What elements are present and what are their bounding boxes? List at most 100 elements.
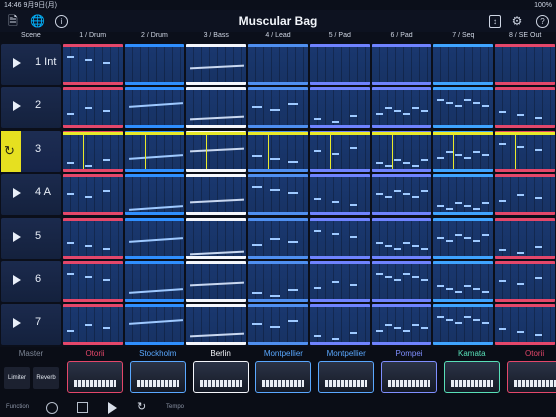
clip-cell[interactable] [495,130,556,172]
clip-cell[interactable] [433,130,494,172]
scene-playing-indicator[interactable]: ↻ [1,130,21,172]
scene-launch-button[interactable]: 1 Int [1,44,61,85]
clip-cell[interactable] [186,261,247,302]
clip-cell[interactable] [371,261,432,302]
clip-cell[interactable] [62,130,123,172]
stop-icon[interactable] [77,402,88,413]
clip-cell[interactable] [248,174,308,216]
track-header[interactable]: 7 / Seq [452,32,475,39]
clip-cell[interactable] [309,174,370,216]
clip-cell[interactable] [433,44,494,85]
scene-launch-button[interactable]: 2 [1,87,61,129]
instrument-slot[interactable]: Pompei [378,349,440,397]
clip-cell[interactable] [124,304,185,346]
clip-cell[interactable] [433,87,494,129]
clip-cell[interactable] [248,304,308,346]
instrument-slot[interactable]: Montpellier [315,349,377,397]
clip-cell[interactable] [124,87,185,129]
clip-cell[interactable] [186,174,247,216]
clip-cell[interactable] [309,130,370,172]
play-icon[interactable] [108,402,117,414]
clip-cell[interactable] [62,87,123,129]
note-mark [288,240,299,243]
instrument-slot[interactable]: Montpellier [252,349,314,397]
clip-cell[interactable] [433,174,494,216]
clip-cell[interactable] [248,261,308,302]
clip-cell[interactable] [495,44,556,85]
instrument-slot[interactable]: Otorii [504,349,556,397]
reverb-button[interactable]: Reverb [33,367,59,389]
note-mark [402,241,410,244]
note-mark [393,190,401,193]
clip-cell[interactable] [371,304,432,346]
clip-cell[interactable] [62,44,123,85]
clip-cell[interactable] [309,87,370,129]
clip-cell[interactable] [495,217,556,259]
clip-cell[interactable] [248,87,308,129]
instrument-slot[interactable]: Kamata [441,349,503,397]
clip-cell[interactable] [186,44,247,85]
track-header[interactable]: 6 / Pad [390,32,413,39]
globe-icon[interactable]: 🌐 [30,14,45,28]
clip-cell[interactable] [495,87,556,129]
track-header[interactable]: 4 / Lead [265,32,291,39]
clip-cell[interactable] [186,130,247,172]
limiter-button[interactable]: Limiter [4,367,30,389]
clip-cell[interactable] [309,261,370,302]
scene-launch-button[interactable]: 5 [1,217,61,259]
clip-cell[interactable] [248,217,308,259]
track-header[interactable]: 3 / Bass [203,32,229,39]
clip-cell[interactable] [371,174,432,216]
clip-cell[interactable] [186,217,247,259]
track-header[interactable]: 2 / Drum [141,32,168,39]
clip-cell[interactable] [495,261,556,302]
clip-cell[interactable] [62,261,123,302]
document-icon[interactable]: 🗎 [8,14,18,28]
clip-cell[interactable] [124,174,185,216]
clip-cell[interactable] [309,304,370,346]
clip-cell[interactable] [495,304,556,346]
tempo-label[interactable]: Tempo [166,404,185,410]
help-icon[interactable]: ? [536,15,549,28]
info-icon[interactable]: i [55,15,68,28]
instrument-slot[interactable]: Stockholm [127,349,189,397]
loop-icon[interactable]: ↻ [137,401,147,413]
scene-launch-button[interactable]: 7 [1,304,61,346]
function-label[interactable]: Function [6,404,30,410]
clip-cell[interactable] [371,130,432,172]
clip-cell[interactable] [62,304,123,346]
track-header[interactable]: 8 / SE Out [508,32,542,39]
gear-icon[interactable]: ⚙ [511,14,523,28]
clip-color-bar [433,255,494,259]
scene-launch-button[interactable]: 4 A [1,174,61,216]
track-header[interactable]: 1 / Drum [79,32,107,39]
clip-cell[interactable] [248,130,308,172]
clip-cell[interactable] [309,217,370,259]
clip-cell[interactable] [371,87,432,129]
instrument-slot[interactable]: Otorii [64,349,126,397]
instrument-name: Stockholm [139,349,177,358]
clip-cell[interactable] [433,304,494,346]
clip-cell[interactable] [248,44,308,85]
clip-cell[interactable] [186,87,247,129]
scene-launch-button[interactable]: 6 [1,261,61,302]
track-header[interactable]: 5 / Pad [328,32,351,39]
clip-cell[interactable] [124,261,185,302]
clip-cell[interactable] [371,44,432,85]
clip-color-bar [309,174,370,178]
clip-cell[interactable] [186,304,247,346]
clip-cell[interactable] [433,217,494,259]
clip-cell[interactable] [124,44,185,85]
instrument-slot[interactable]: Berlin [190,349,252,397]
clip-cell[interactable] [433,261,494,302]
clip-cell[interactable] [62,217,123,259]
clip-cell[interactable] [124,217,185,259]
clip-cell[interactable] [495,174,556,216]
clip-cell[interactable] [309,44,370,85]
clip-cell[interactable] [124,130,185,172]
clip-cell[interactable] [371,217,432,259]
clip-cell[interactable] [62,174,123,216]
record-icon[interactable] [46,402,58,414]
scroll-icon[interactable]: ↕ [489,15,501,28]
scene-launch-button[interactable]: ↻ 3 [1,130,61,172]
